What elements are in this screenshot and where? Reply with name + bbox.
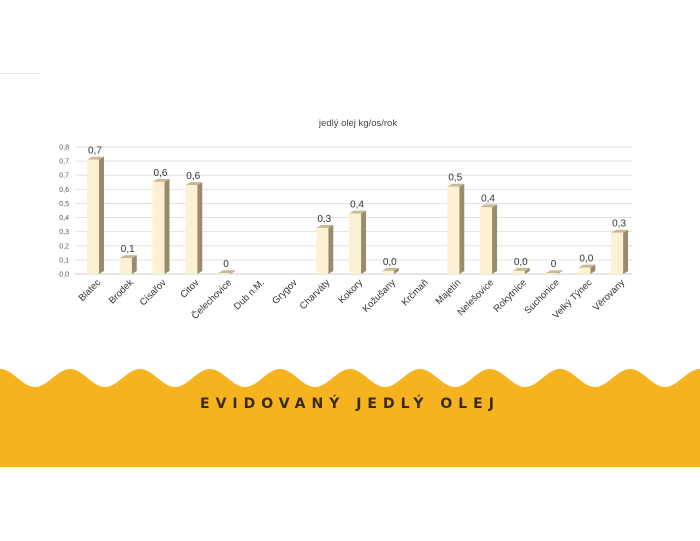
bar-top — [512, 267, 530, 271]
chart-bars — [87, 156, 629, 274]
bar — [447, 186, 460, 274]
bar-side — [459, 183, 465, 274]
data-label: 0,4 — [350, 200, 364, 211]
bar — [218, 273, 231, 274]
bar-side — [131, 255, 137, 274]
bar — [545, 273, 558, 274]
bar-top — [545, 270, 563, 274]
bar-top — [119, 255, 137, 259]
data-labels: 0,7 0,1 0,6 0,6 0 0,3 0,4 0,0 0,5 0,4 0,0 0 0,0 0,3 — [88, 146, 626, 271]
data-label: 0,0 — [514, 257, 528, 268]
data-label: 0,0 — [383, 257, 397, 268]
chart-title: jedlý olej kg/os/rok — [318, 118, 397, 129]
bar — [185, 185, 198, 274]
banner-title: EVIDOVANÝ JEDLÝ OLEJ — [200, 396, 500, 412]
y-tick-label: 0,6 — [59, 187, 69, 194]
y-tick-label: 0,0 — [59, 272, 69, 279]
bar-top — [447, 183, 465, 187]
y-tick-label: 0,2 — [59, 243, 69, 250]
bar-top — [87, 156, 104, 160]
data-label: 0,6 — [154, 168, 168, 179]
y-tick-label: 0,4 — [59, 215, 69, 222]
bar — [119, 258, 132, 274]
bar-top — [185, 182, 203, 186]
bar — [152, 181, 165, 274]
bar — [512, 270, 525, 274]
bar-side — [164, 178, 170, 274]
bar-top — [480, 204, 498, 208]
bar-top — [316, 224, 334, 228]
data-label: 0,6 — [186, 171, 200, 182]
bar-top — [152, 178, 170, 182]
bar-top — [381, 267, 399, 271]
y-tick-label: 0,1 — [59, 257, 69, 264]
data-label: 0,3 — [612, 219, 626, 230]
bar-top — [578, 264, 596, 268]
bar — [578, 267, 591, 274]
y-tick-label: 0,3 — [59, 229, 69, 236]
bar-side — [557, 270, 563, 274]
bar-side — [230, 270, 236, 274]
bar — [611, 232, 624, 274]
y-tick-label: 0,7 — [59, 159, 69, 166]
bar-side — [623, 229, 629, 274]
bar-side — [328, 224, 334, 274]
data-label: 0,0 — [579, 254, 593, 265]
y-axis-ticks: 0,0 0,1 0,2 0,3 0,4 0,5 0,6 0,7 0,7 0,8 — [59, 145, 69, 279]
bar-side — [524, 267, 530, 274]
bar — [381, 270, 394, 274]
bar-side — [492, 204, 498, 274]
bar-chart: jedlý olej kg/os/rok 0,00,10,20,30,40,50… — [59, 118, 632, 322]
bar — [480, 207, 493, 274]
wave-banner-shape — [0, 369, 700, 467]
data-label: 0 — [223, 259, 229, 270]
y-tick-label: 0,5 — [59, 201, 69, 208]
y-tick-label: 0,8 — [59, 145, 69, 152]
bar-side — [99, 156, 104, 274]
bar-top — [218, 270, 236, 274]
bar-top — [611, 229, 629, 233]
bar-side — [393, 267, 399, 274]
bar — [316, 227, 329, 274]
top-divider — [0, 73, 40, 74]
data-label: 0,4 — [481, 193, 495, 204]
data-label: 0,1 — [121, 244, 135, 255]
bar — [349, 213, 362, 274]
bar-top — [349, 210, 367, 214]
data-label: 0,7 — [88, 146, 102, 157]
bar-side — [197, 182, 203, 274]
data-label: 0,5 — [448, 173, 462, 184]
bar-side — [590, 264, 596, 274]
data-label: 0,3 — [317, 214, 331, 225]
data-label: 0 — [551, 259, 557, 270]
bar — [87, 159, 99, 274]
bar-side — [361, 210, 367, 274]
y-tick-label: 0,7 — [59, 173, 69, 180]
